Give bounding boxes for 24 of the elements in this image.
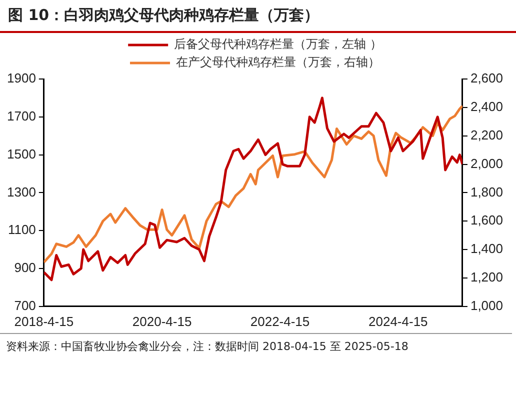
y2-tick-label: 1,400: [470, 241, 504, 256]
x-tick-label: 2024-4-15: [368, 314, 428, 329]
y-tick-label: 900: [14, 260, 36, 276]
y2-tick-label: 2,400: [470, 99, 504, 114]
y-tick-label: 1300: [7, 184, 36, 200]
y-tick-label: 1500: [7, 146, 36, 162]
y-tick-label: 1700: [7, 108, 36, 124]
y2-tick-label: 2,600: [470, 70, 504, 86]
chart-title: 图 10：白羽肉鸡父母代肉种鸡存栏量（万套）: [0, 0, 516, 33]
y2-tick-label: 2,000: [470, 156, 504, 171]
x-tick-label: 2022-4-15: [250, 314, 310, 329]
y2-tick-label: 1,800: [470, 184, 504, 200]
y2-tick-label: 2,200: [470, 127, 504, 142]
legend-label: 后备父母代种鸡存栏量（万套，左轴 ）: [174, 37, 382, 52]
y2-tick-label: 1,200: [470, 270, 504, 285]
y2-tick-label: 1,000: [470, 298, 504, 313]
y-tick-label: 1100: [8, 222, 36, 238]
y-tick-label: 700: [14, 298, 36, 313]
y-tick-label: 1900: [7, 70, 36, 86]
text: 资料来源：中国畜牧业协会禽业分会，注：数据时间 2018-04-15 至 2025-05-18: [6, 339, 410, 355]
legend-label: 在产父母代种鸡存栏量（万套，右轴）: [176, 55, 380, 70]
x-tick-label: 2018-4-15: [14, 314, 74, 329]
y2-tick-label: 1,600: [470, 212, 504, 228]
x-tick-label: 2020-4-15: [132, 314, 192, 329]
